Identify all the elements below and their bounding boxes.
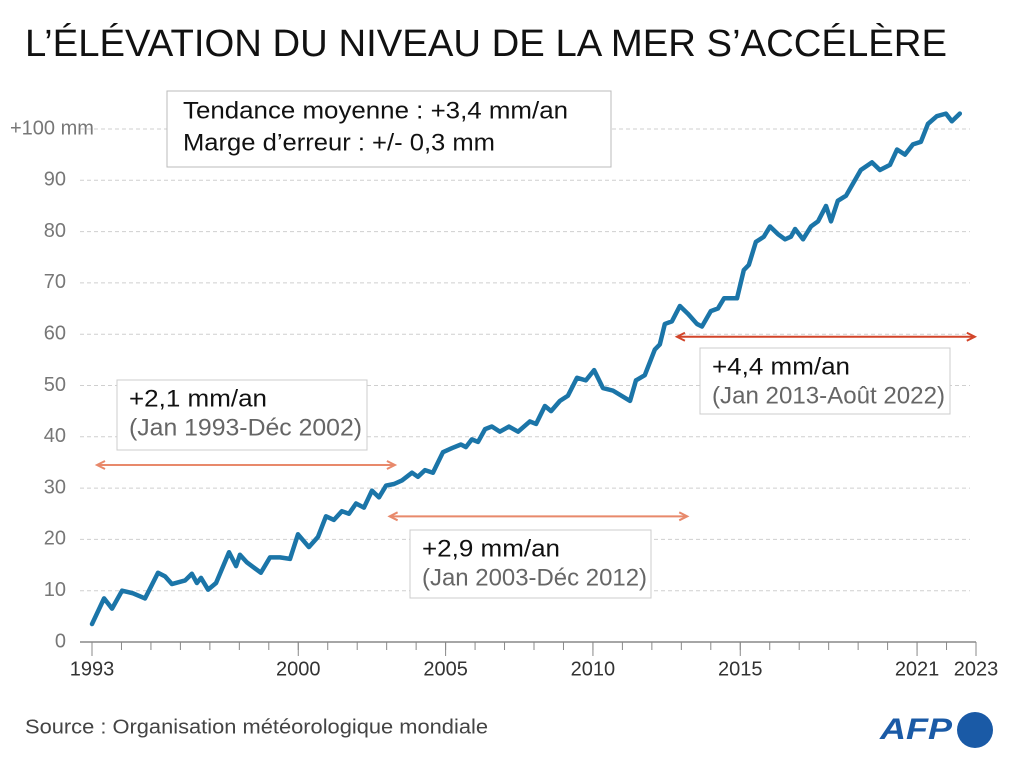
source: Source : Organisation météorologique mon… <box>25 716 488 738</box>
arrow-head <box>674 331 686 342</box>
annotation-box <box>699 347 951 415</box>
x-tick-label: 2021 <box>895 658 940 680</box>
annotation-period: (Jan 1993-Déc 2002) <box>129 414 362 441</box>
y-tick-label: 20 <box>44 528 66 550</box>
x-tick-label: 2000 <box>276 658 321 680</box>
annotation-rate: +2,9 mm/an <box>422 535 560 562</box>
annotation-box <box>116 379 368 451</box>
y-tick-label: 90 <box>44 169 66 191</box>
arrow-head <box>387 511 399 522</box>
annotation-rate: +2,1 mm/an <box>129 385 267 412</box>
arrow-head <box>678 511 690 522</box>
annotation-box <box>409 529 652 599</box>
x-tick-label: 2015 <box>718 658 763 680</box>
annotation-rate: +4,4 mm/an <box>712 353 850 380</box>
y-tick-label: 30 <box>44 476 66 498</box>
arrow-head <box>966 331 978 342</box>
info-box <box>166 90 612 168</box>
y-tick-label: +100 mm <box>10 117 94 139</box>
logo-circle <box>957 712 993 748</box>
x-tick-label: 2010 <box>571 658 616 680</box>
y-tick-label: 50 <box>44 374 66 396</box>
annotation-period: (Jan 2013-Août 2022) <box>712 382 945 409</box>
info-text: Tendance moyenne : +3,4 mm/an <box>183 97 568 124</box>
arrow-head <box>94 460 106 470</box>
y-tick-label: 70 <box>44 271 66 293</box>
annotation-period: (Jan 2003-Déc 2012) <box>422 564 647 591</box>
info-text: Marge d’erreur : +/- 0,3 mm <box>183 129 495 156</box>
logo: AFP <box>879 713 953 746</box>
x-tick-label: 2023 <box>954 658 999 680</box>
y-tick-label: 10 <box>44 579 66 601</box>
sea-level-line <box>89 111 963 627</box>
arrow-head <box>386 460 398 470</box>
y-tick-label: 40 <box>44 425 66 447</box>
y-tick-label: 60 <box>44 322 66 344</box>
chart-title: L’ÉLÉVATION DU NIVEAU DE LA MER S’ACCÉLÈ… <box>25 22 947 65</box>
y-tick-label: 80 <box>44 220 66 242</box>
x-tick-label: 2005 <box>423 658 468 680</box>
y-tick-label: 0 <box>55 630 66 652</box>
x-tick-label: 1993 <box>70 658 115 680</box>
